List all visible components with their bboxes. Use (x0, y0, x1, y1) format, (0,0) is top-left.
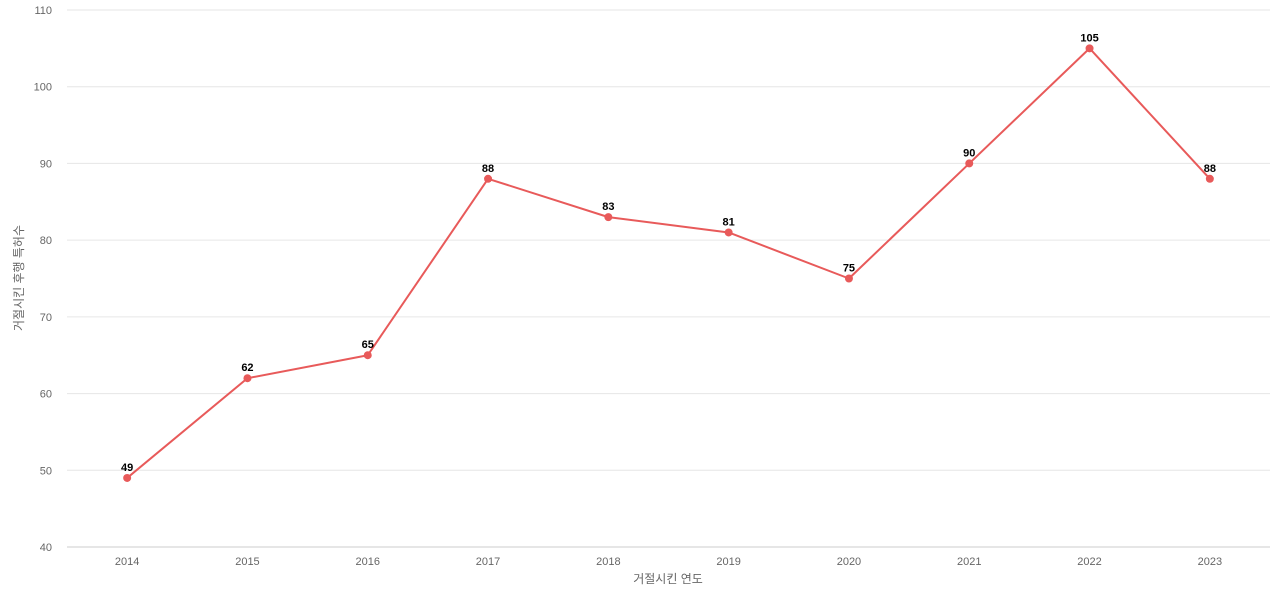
data-label: 49 (121, 462, 133, 474)
y-tick-label: 110 (34, 5, 52, 17)
x-tick-label: 2023 (1198, 556, 1222, 568)
y-tick-label: 90 (40, 158, 52, 170)
data-label: 75 (843, 263, 855, 275)
data-labels: 49 62 65 88 83 81 75 90 105 88 (121, 32, 1216, 474)
x-axis: 2014 2015 2016 2017 2018 2019 2020 2021 2022 2023 (115, 556, 1222, 568)
x-tick-label: 2022 (1077, 556, 1101, 568)
data-point[interactable] (243, 374, 252, 383)
series-line (126, 47, 1211, 479)
y-tick-label: 40 (40, 542, 52, 554)
data-label: 65 (362, 339, 374, 351)
data-point[interactable] (484, 174, 493, 183)
data-point[interactable] (965, 159, 974, 168)
data-point[interactable] (1085, 44, 1094, 53)
y-axis: 40 50 60 70 80 90 100 110 (34, 5, 52, 554)
data-point[interactable] (724, 228, 733, 237)
x-tick-label: 2019 (716, 556, 740, 568)
data-label: 88 (1204, 163, 1216, 175)
x-tick-label: 2014 (115, 556, 139, 568)
data-point[interactable] (123, 473, 132, 482)
x-tick-label: 2017 (476, 556, 500, 568)
x-tick-label: 2015 (235, 556, 259, 568)
data-label: 88 (482, 163, 494, 175)
x-tick-label: 2016 (356, 556, 380, 568)
data-label: 62 (241, 362, 253, 374)
x-tick-label: 2020 (837, 556, 861, 568)
y-axis-title: 거절시킨 후행 특허수 (11, 225, 26, 331)
y-tick-label: 80 (40, 235, 52, 247)
data-point[interactable] (604, 213, 613, 222)
data-label: 90 (963, 147, 975, 159)
data-label: 105 (1080, 32, 1098, 44)
series (123, 44, 1214, 482)
data-point[interactable] (363, 351, 372, 360)
y-tick-label: 100 (34, 82, 52, 94)
y-tick-label: 70 (40, 312, 52, 324)
data-point[interactable] (1205, 174, 1214, 183)
x-axis-title: 거절시킨 연도 (633, 572, 703, 586)
y-tick-label: 50 (40, 465, 52, 477)
y-tick-label: 60 (40, 389, 52, 401)
data-label: 83 (602, 201, 614, 213)
data-point[interactable] (844, 274, 853, 283)
x-tick-label: 2018 (596, 556, 620, 568)
x-tick-label: 2021 (957, 556, 981, 568)
grid-lines (67, 9, 1270, 548)
data-label: 81 (723, 216, 735, 228)
